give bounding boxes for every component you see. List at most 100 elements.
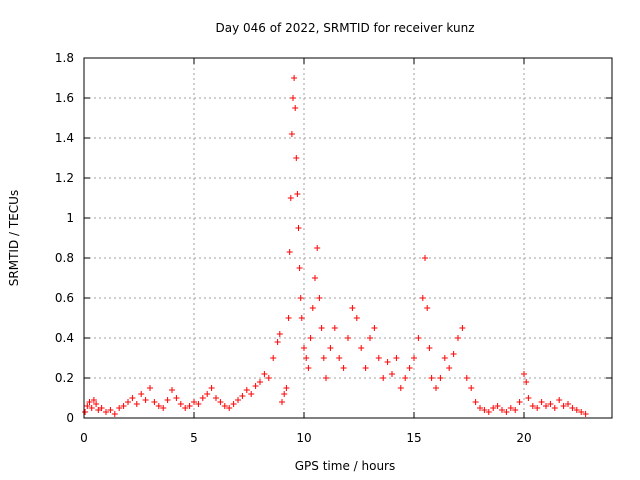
- data-point: [459, 325, 466, 331]
- data-point: [309, 305, 316, 311]
- data-point: [125, 399, 131, 405]
- data-point: [138, 391, 145, 397]
- data-point: [276, 331, 283, 337]
- data-point: [291, 75, 298, 81]
- data-point: [521, 371, 527, 377]
- data-point: [186, 403, 193, 409]
- data-point: [441, 355, 448, 361]
- data-point: [270, 355, 277, 361]
- data-point: [169, 387, 175, 393]
- data-point: [371, 325, 378, 331]
- data-point: [318, 325, 325, 331]
- data-point: [499, 407, 505, 413]
- data-point: [86, 399, 93, 405]
- data-points: [82, 75, 589, 417]
- data-point: [358, 345, 365, 351]
- y-axis-label: SRMTID / TECUs: [7, 190, 21, 286]
- data-point: [345, 335, 351, 341]
- chart-title: Day 046 of 2022, SRMTID for receiver kun…: [215, 21, 474, 35]
- data-point: [314, 245, 321, 251]
- x-tick-label: 10: [296, 431, 311, 445]
- data-point: [111, 411, 118, 417]
- data-point: [490, 405, 497, 411]
- data-point: [419, 295, 426, 301]
- y-tick-label: 0: [66, 411, 74, 425]
- data-point: [569, 405, 576, 411]
- data-point: [248, 391, 255, 397]
- data-point: [316, 295, 323, 301]
- data-point: [422, 255, 428, 261]
- data-point: [235, 397, 241, 403]
- data-point: [507, 405, 514, 411]
- data-point: [90, 397, 97, 403]
- data-point: [182, 405, 189, 411]
- data-point: [560, 403, 567, 409]
- x-tick-label: 0: [80, 431, 88, 445]
- data-point: [297, 295, 304, 301]
- y-tick-label: 0.4: [55, 331, 74, 345]
- data-point: [534, 405, 541, 411]
- data-point: [578, 409, 585, 415]
- data-point: [213, 395, 219, 401]
- data-point: [257, 379, 263, 385]
- data-point: [556, 397, 563, 403]
- data-point: [426, 345, 433, 351]
- data-point: [93, 401, 100, 407]
- data-point: [217, 399, 224, 405]
- data-point: [415, 335, 422, 341]
- data-point: [525, 395, 532, 401]
- data-point: [481, 407, 488, 413]
- data-point: [239, 393, 246, 399]
- plot-frame: [83, 57, 613, 419]
- y-tick-label: 1.2: [55, 171, 74, 185]
- data-point: [367, 335, 373, 341]
- data-point: [463, 375, 470, 381]
- data-point: [301, 345, 307, 351]
- data-point: [485, 409, 492, 415]
- data-point: [294, 191, 301, 197]
- data-point: [116, 405, 123, 411]
- y-tick-label: 0.2: [55, 371, 74, 385]
- x-tick-label: 5: [190, 431, 198, 445]
- data-point: [402, 375, 409, 381]
- data-point: [446, 365, 453, 371]
- data-point: [455, 335, 461, 341]
- data-point: [428, 375, 435, 381]
- data-point: [252, 383, 259, 389]
- data-point: [151, 399, 158, 405]
- data-point: [303, 355, 310, 361]
- data-point: [160, 405, 167, 411]
- data-point: [349, 305, 356, 311]
- data-point: [340, 365, 347, 371]
- tick-layer: 0 0.2 0.4 0.6 0.8 1 1.2 1.4 1.6 1.8 0 5 10 15 20: [55, 51, 612, 445]
- data-point: [529, 403, 536, 409]
- data-point: [512, 407, 519, 413]
- data-point: [208, 385, 215, 391]
- data-point: [424, 305, 431, 311]
- x-tick-label: 20: [516, 431, 531, 445]
- data-point: [362, 365, 369, 371]
- data-point: [551, 405, 558, 411]
- data-point: [543, 403, 549, 409]
- data-point: [437, 375, 444, 381]
- data-point: [199, 395, 206, 401]
- data-point: [103, 409, 109, 415]
- data-point: [287, 195, 294, 201]
- data-point: [107, 407, 114, 413]
- data-point: [411, 355, 417, 361]
- data-point: [95, 407, 102, 413]
- data-point: [243, 387, 250, 393]
- data-point: [191, 399, 197, 405]
- data-point: [380, 375, 387, 381]
- data-point: [129, 395, 136, 401]
- data-point: [565, 401, 571, 407]
- y-tick-label: 0.6: [55, 291, 74, 305]
- data-point: [375, 355, 382, 361]
- data-point: [538, 399, 545, 405]
- data-point: [230, 401, 237, 407]
- data-point: [286, 249, 293, 255]
- data-point: [468, 385, 475, 391]
- data-point: [472, 399, 479, 405]
- data-point: [397, 385, 404, 391]
